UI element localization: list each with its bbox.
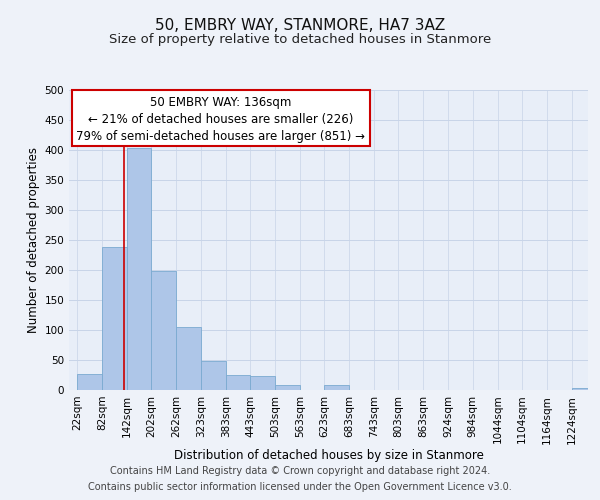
- Bar: [201, 361, 226, 390]
- Text: Size of property relative to detached houses in Stanmore: Size of property relative to detached ho…: [109, 32, 491, 46]
- Bar: [325, 384, 349, 390]
- Bar: [102, 247, 127, 390]
- Bar: [77, 374, 102, 390]
- Bar: [572, 388, 596, 390]
- Text: 79% of semi-detached houses are larger (851) →: 79% of semi-detached houses are larger (…: [76, 130, 365, 143]
- Text: Contains HM Land Registry data © Crown copyright and database right 2024.: Contains HM Land Registry data © Crown c…: [110, 466, 490, 476]
- Bar: [176, 327, 201, 390]
- Y-axis label: Number of detached properties: Number of detached properties: [27, 147, 40, 333]
- Text: 50 EMBRY WAY: 136sqm: 50 EMBRY WAY: 136sqm: [150, 96, 292, 108]
- Text: Contains public sector information licensed under the Open Government Licence v3: Contains public sector information licen…: [88, 482, 512, 492]
- Bar: [226, 375, 250, 390]
- Bar: [275, 384, 300, 390]
- Bar: [151, 270, 176, 390]
- Text: 50, EMBRY WAY, STANMORE, HA7 3AZ: 50, EMBRY WAY, STANMORE, HA7 3AZ: [155, 18, 445, 32]
- Text: ← 21% of detached houses are smaller (226): ← 21% of detached houses are smaller (22…: [88, 114, 353, 126]
- FancyBboxPatch shape: [71, 90, 370, 146]
- Bar: [250, 376, 275, 390]
- X-axis label: Distribution of detached houses by size in Stanmore: Distribution of detached houses by size …: [173, 449, 484, 462]
- Bar: [127, 148, 151, 390]
